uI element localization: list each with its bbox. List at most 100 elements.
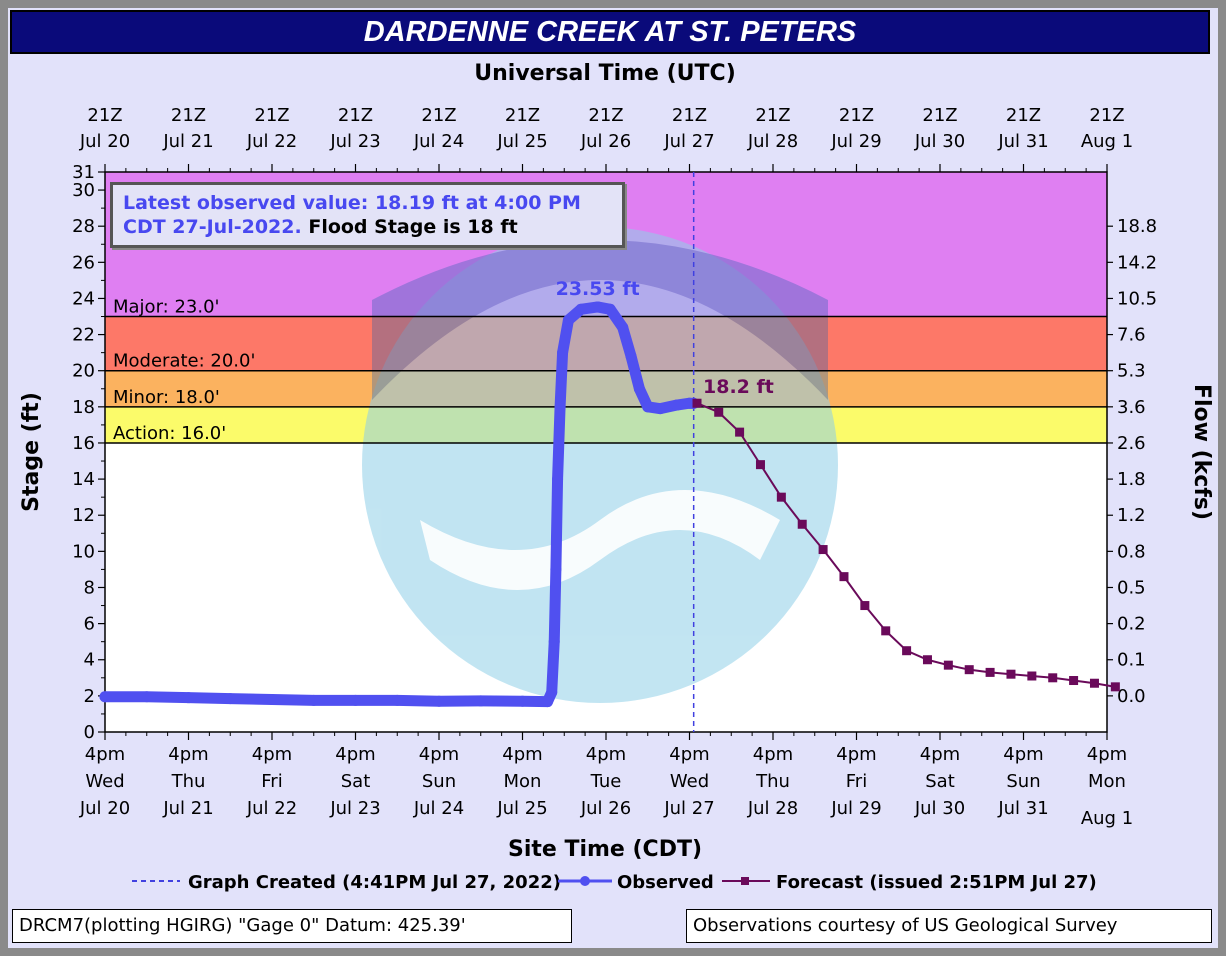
- forecast-point: [1027, 671, 1037, 681]
- y-tick-label: 28: [72, 216, 95, 237]
- forecast-point: [922, 655, 932, 665]
- bottom-tick-label-time: 4pm: [586, 744, 626, 765]
- legend-forecast-label: Forecast (issued 2:51PM Jul 27): [776, 872, 1097, 893]
- legend-observed-label: Observed: [617, 872, 714, 893]
- flow-tick-label: 14.2: [1117, 252, 1157, 273]
- top-tick-label-date: Jul 28: [747, 131, 798, 152]
- observed-point: [433, 695, 445, 707]
- bottom-tick-label-time: 4pm: [669, 744, 709, 765]
- y-tick-label: 12: [72, 505, 95, 526]
- observed-point: [350, 694, 361, 706]
- forecast-point: [735, 427, 745, 437]
- observed-point: [99, 691, 111, 703]
- observed-point: [654, 403, 666, 415]
- latest-value-annotation: Latest observed value: 18.19 ft at 4:00 …: [110, 182, 625, 248]
- y-tick-label: 30: [72, 180, 95, 201]
- observed-point: [475, 695, 487, 707]
- y-tick-label: 16: [72, 433, 95, 454]
- y-tick-label: 26: [72, 252, 95, 273]
- left-axis-title: Stage (ft): [19, 392, 44, 512]
- flow-tick-label: 1.8: [1117, 469, 1146, 490]
- chart-title: DARDENNE CREEK AT ST. PETERS: [10, 10, 1210, 54]
- forecast-start-label: 18.2 ft: [703, 376, 774, 398]
- observed-point: [604, 303, 616, 315]
- y-tick-label: 4: [84, 650, 95, 671]
- top-tick-label-time: 21Z: [505, 105, 540, 126]
- annotation-line-2-blue: CDT 27-Jul-2022.: [123, 216, 302, 238]
- flood-label-minor: Minor: 18.0': [113, 387, 220, 408]
- bottom-tick-label-time: 4pm: [419, 744, 459, 765]
- bottom-tick-label-time: 4pm: [920, 744, 960, 765]
- observed-point: [542, 696, 554, 708]
- observed-point: [617, 321, 629, 333]
- top-tick-label-time: 21Z: [171, 105, 206, 126]
- right-axis-title: Flow (kcfs): [1189, 384, 1214, 520]
- bottom-tick-label-date: Aug 1: [1081, 808, 1133, 829]
- flow-tick-label: 0.2: [1117, 614, 1146, 635]
- top-tick-label-date: Jul 21: [162, 131, 213, 152]
- y-tick-label: 31: [72, 162, 95, 183]
- annotation-line-1: Latest observed value: 18.19 ft at 4:00 …: [123, 192, 581, 214]
- forecast-point: [985, 667, 995, 677]
- observed-point: [562, 314, 574, 326]
- top-tick-label-time: 21Z: [588, 105, 623, 126]
- annotation-line-2-black: Flood Stage is 18 ft: [301, 216, 518, 238]
- bottom-tick-label-date: Jul 30: [914, 798, 965, 819]
- top-tick-label-date: Jul 31: [997, 131, 1048, 152]
- flow-tick-label: 10.5: [1117, 288, 1157, 309]
- bottom-tick-label-day: Fri: [261, 771, 282, 792]
- y-tick-label: 6: [84, 614, 95, 635]
- top-tick-label-date: Jul 26: [580, 131, 631, 152]
- y-tick-label: 20: [72, 361, 95, 382]
- observed-point: [575, 303, 587, 315]
- observed-point: [548, 636, 560, 648]
- bottom-tick-label-time: 4pm: [335, 744, 375, 765]
- flood-label-action: Action: 16.0': [113, 423, 226, 444]
- y-tick-label: 8: [84, 577, 95, 598]
- flow-tick-label: 18.8: [1117, 216, 1157, 237]
- top-tick-label-date: Jul 24: [413, 131, 464, 152]
- flow-tick-label: 7.6: [1117, 325, 1146, 346]
- y-tick-label: 18: [72, 397, 95, 418]
- forecast-point: [797, 519, 807, 529]
- peak-label: 23.53 ft: [556, 278, 640, 300]
- observed-point: [183, 692, 194, 704]
- footer-datum: DRCM7(plotting HGIRG) "Gage 0" Datum: 42…: [12, 909, 572, 943]
- y-tick-label: 14: [72, 469, 95, 490]
- bottom-tick-label-time: 4pm: [1087, 744, 1127, 765]
- observed-point: [625, 350, 637, 362]
- flow-tick-label: 0.1: [1117, 650, 1146, 671]
- bottom-tick-label-date: Jul 23: [329, 798, 380, 819]
- top-tick-label-date: Jul 30: [914, 131, 965, 152]
- top-tick-label-time: 21Z: [839, 105, 874, 126]
- observed-point: [308, 694, 320, 706]
- observed-point: [642, 401, 654, 413]
- bottom-tick-label-time: 4pm: [168, 744, 208, 765]
- bottom-tick-label-day: Mon: [1088, 771, 1126, 792]
- flow-tick-label: 3.6: [1117, 397, 1146, 418]
- bottom-tick-label-time: 4pm: [502, 744, 542, 765]
- y-tick-label: 2: [84, 686, 95, 707]
- noaa-watermark: [362, 227, 838, 703]
- top-axis-title: Universal Time (UTC): [474, 61, 736, 86]
- forecast-point: [1006, 669, 1016, 679]
- bottom-tick-label-day: Mon: [504, 771, 542, 792]
- bottom-tick-label-day: Fri: [846, 771, 867, 792]
- observed-point: [224, 693, 236, 705]
- top-tick-label-date: Jul 27: [663, 131, 714, 152]
- forecast-point: [839, 572, 849, 582]
- observed-point: [550, 563, 562, 575]
- forecast-point: [860, 601, 870, 611]
- flow-tick-label: 1.2: [1117, 505, 1146, 526]
- forecast-point: [1089, 678, 1099, 688]
- bottom-tick-label-time: 4pm: [252, 744, 292, 765]
- observed-point: [633, 383, 645, 395]
- forecast-point: [1069, 676, 1079, 686]
- forecast-point: [692, 398, 702, 408]
- bottom-tick-label-day: Sun: [422, 771, 456, 792]
- bottom-tick-label-time: 4pm: [1003, 744, 1043, 765]
- observed-point: [554, 401, 566, 413]
- top-tick-label-time: 21Z: [1089, 105, 1124, 126]
- forecast-point: [1048, 673, 1058, 683]
